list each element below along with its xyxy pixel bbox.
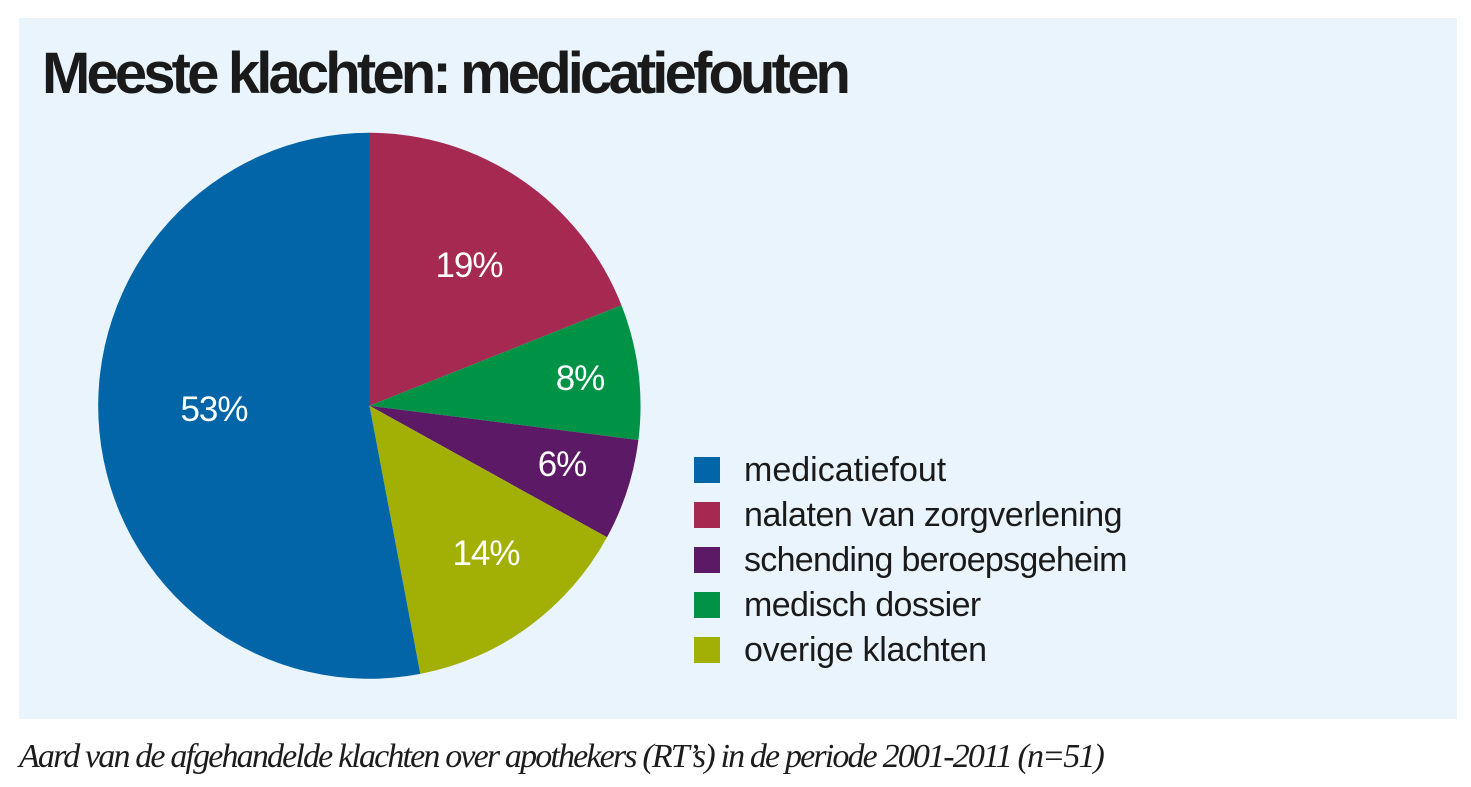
svg-text:19%: 19%	[435, 246, 502, 285]
svg-text:6%: 6%	[538, 445, 587, 484]
svg-text:8%: 8%	[556, 359, 605, 398]
svg-text:53%: 53%	[180, 390, 247, 429]
svg-text:14%: 14%	[452, 534, 519, 573]
